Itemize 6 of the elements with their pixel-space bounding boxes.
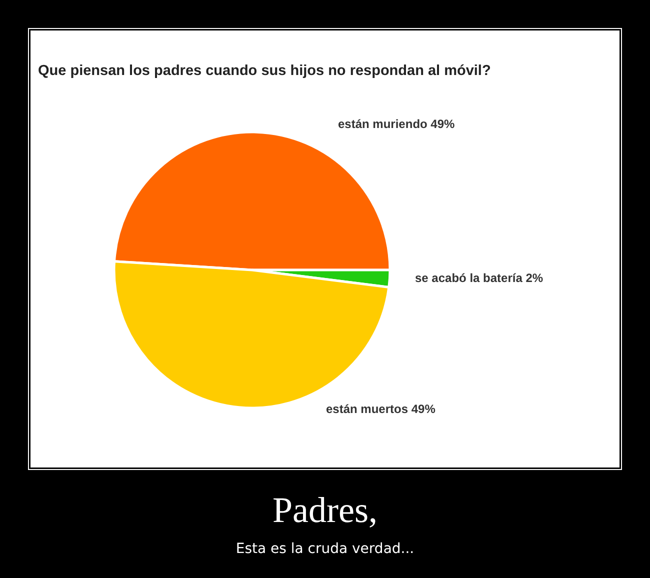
text: Esta es la cruda verdad... — [236, 541, 414, 557]
slice-label: se acabó la batería 2% — [415, 271, 544, 285]
slice-label: están muriendo 49% — [338, 117, 456, 131]
chart-title: Que piensan los padres cuando sus hijos no respondan al móvil? — [38, 63, 491, 79]
text: Padres, — [272, 490, 378, 530]
slice-label: están muertos 49% — [326, 402, 436, 416]
